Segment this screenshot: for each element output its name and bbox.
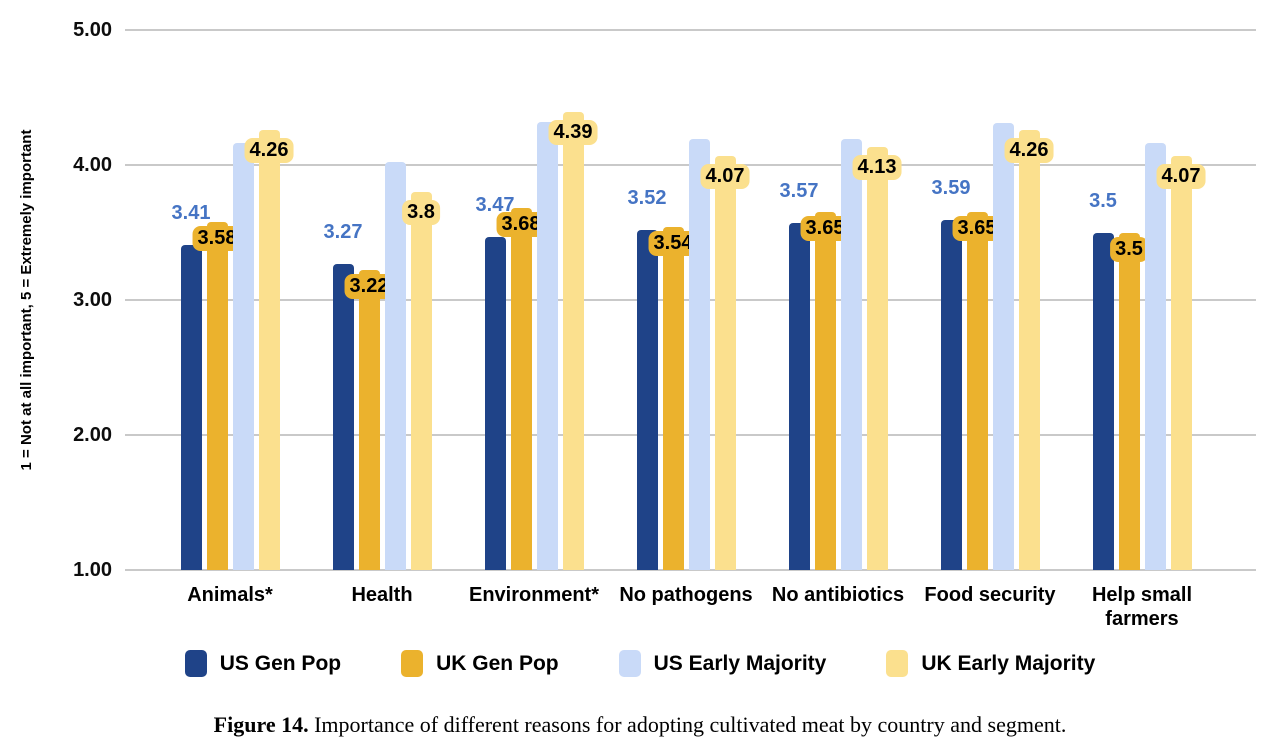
- bar-value-label: 3.5: [1089, 189, 1117, 212]
- bar-us-early-majority: [384, 162, 406, 570]
- bar-uk-early-majority: 4.39: [548, 112, 598, 570]
- bar-us-gen-pop: 3.47: [476, 194, 514, 570]
- bar-us-early-majority: [232, 143, 254, 570]
- x-category-label-environment: Environment*: [468, 584, 600, 606]
- bar-value-label: 3.52: [627, 186, 667, 209]
- bar-uk-gen-pop: 3.58: [192, 221, 242, 570]
- bar-value-label: 4.13: [852, 155, 902, 181]
- bar-us-gen-pop: 3.27: [324, 221, 362, 570]
- legend-label-uk-early-majority: UK Early Majority: [921, 651, 1096, 675]
- bar-value-label: 4.26: [244, 137, 294, 163]
- bar-value-label: 4.07: [700, 163, 750, 189]
- bar-group-environment: 3.47 3.68 4.39: [458, 30, 610, 570]
- legend: US Gen Pop UK Gen Pop US Early Majority UK …: [0, 650, 1280, 677]
- bar-uk-early-majority: 4.07: [700, 155, 750, 570]
- bar-value-label: 3.57: [779, 180, 819, 203]
- x-category-label-food-security: Food security: [924, 584, 1056, 606]
- bar-uk-gen-pop: 3.54: [648, 227, 698, 570]
- x-category-label-animals: Animals*: [187, 584, 273, 606]
- legend-swatch-uk-gen-pop: [401, 650, 424, 677]
- bar-uk-early-majority: 4.26: [1004, 129, 1054, 570]
- legend-swatch-uk-early-majority: [886, 650, 909, 677]
- bar-uk-early-majority: 4.13: [852, 147, 902, 570]
- y-tick-label-3.00: 3.00: [73, 289, 112, 311]
- legend-item-us-gen-pop: US Gen Pop: [184, 650, 342, 677]
- bar-uk-gen-pop: 3.68: [496, 208, 546, 570]
- legend-label-uk-gen-pop: UK Gen Pop: [436, 651, 559, 675]
- x-category-label-help-small-farmers: Help small farmers: [1091, 584, 1193, 630]
- bar-us-early-majority: [688, 139, 710, 570]
- bar-uk-early-majority: 4.07: [1156, 155, 1206, 570]
- bar-uk-early-majority: 3.8: [402, 192, 440, 570]
- bar-uk-gen-pop: 3.65: [952, 212, 1002, 570]
- bar-value-label: 3.59: [931, 177, 971, 200]
- y-tick-label-4.00: 4.00: [73, 154, 112, 176]
- gridline-1.00: [125, 569, 1256, 571]
- bar-group-no-pathogens: 3.52 3.54 4.07: [610, 30, 762, 570]
- legend-swatch-us-early-majority: [618, 650, 641, 677]
- y-tick-label-1.00: 1.00: [73, 559, 112, 581]
- legend-item-uk-gen-pop: UK Gen Pop: [401, 650, 559, 677]
- bar-us-gen-pop: 3.59: [932, 177, 970, 570]
- gridline-5.00: [125, 29, 1256, 31]
- bar-us-gen-pop: 3.5: [1089, 190, 1117, 570]
- legend-swatch-us-gen-pop: [184, 650, 207, 677]
- bar-value-label: 3.41: [171, 201, 211, 224]
- bar-group-food-security: 3.59 3.65 4.26: [914, 30, 1066, 570]
- caption-text: Importance of different reasons for adop…: [314, 712, 1067, 737]
- bar-us-early-majority: [1144, 143, 1166, 570]
- bar-value-label: 3.27: [323, 220, 363, 243]
- x-category-label-no-pathogens: No pathogens: [619, 584, 753, 606]
- bar-uk-gen-pop: 3.22: [344, 270, 394, 570]
- x-category-label-health: Health: [351, 584, 413, 606]
- x-category-label-no-antibiotics: No antibiotics: [771, 584, 905, 606]
- bar-value-label: 4.26: [1004, 137, 1054, 163]
- bar-group-health: 3.27 3.22 3.8: [306, 30, 458, 570]
- bar-value-label: 3.8: [402, 200, 440, 225]
- bar-us-gen-pop: 3.57: [780, 180, 818, 570]
- plot-area: 3.41 3.58 4.26 3.27 3.22 3.8 3.47 3.68 4.39 3.52 3…: [125, 29, 1256, 571]
- y-tick-label-2.00: 2.00: [73, 424, 112, 446]
- y-axis-title: 1 = Not at all important, 5 = Extremely …: [18, 129, 35, 471]
- bar-group-animals: 3.41 3.58 4.26: [154, 30, 306, 570]
- caption-figure-number: Figure 14.: [213, 712, 309, 737]
- legend-item-uk-early-majority: UK Early Majority: [886, 650, 1095, 677]
- x-axis-category-labels: Animals* Health Environment* No pathogens No…: [154, 583, 1218, 631]
- bar-groups: 3.41 3.58 4.26 3.27 3.22 3.8 3.47 3.68 4.39 3.52 3…: [154, 30, 1218, 570]
- legend-label-us-early-majority: US Early Majority: [653, 651, 827, 675]
- bar-us-early-majority: [536, 121, 558, 570]
- bar-value-label: 3.47: [475, 193, 515, 216]
- bar-us-early-majority: [840, 139, 862, 570]
- bar-value-label: 3.5: [1110, 236, 1148, 262]
- legend-item-us-early-majority: US Early Majority: [618, 650, 827, 677]
- bar-us-gen-pop: 3.41: [172, 202, 210, 570]
- y-tick-label-5.00: 5.00: [73, 19, 112, 41]
- legend-label-us-gen-pop: US Gen Pop: [219, 651, 342, 675]
- bar-uk-gen-pop: 3.65: [800, 212, 850, 570]
- bar-value-label: 4.39: [548, 120, 598, 146]
- bar-value-label: 4.07: [1156, 163, 1206, 189]
- y-axis-ticks: 5.00 4.00 3.00 2.00 1.00: [36, 19, 112, 581]
- bar-group-no-antibiotics: 3.57 3.65 4.13: [762, 30, 914, 570]
- bar-us-early-majority: [992, 123, 1014, 570]
- figure-caption: Figure 14. Importance of different reaso…: [0, 712, 1280, 738]
- bar-us-gen-pop: 3.52: [628, 187, 666, 570]
- bar-group-help-small-farmers: 3.5 3.5 4.07: [1066, 30, 1218, 570]
- bar-uk-gen-pop: 3.5: [1110, 232, 1148, 570]
- bar-uk-early-majority: 4.26: [244, 129, 294, 570]
